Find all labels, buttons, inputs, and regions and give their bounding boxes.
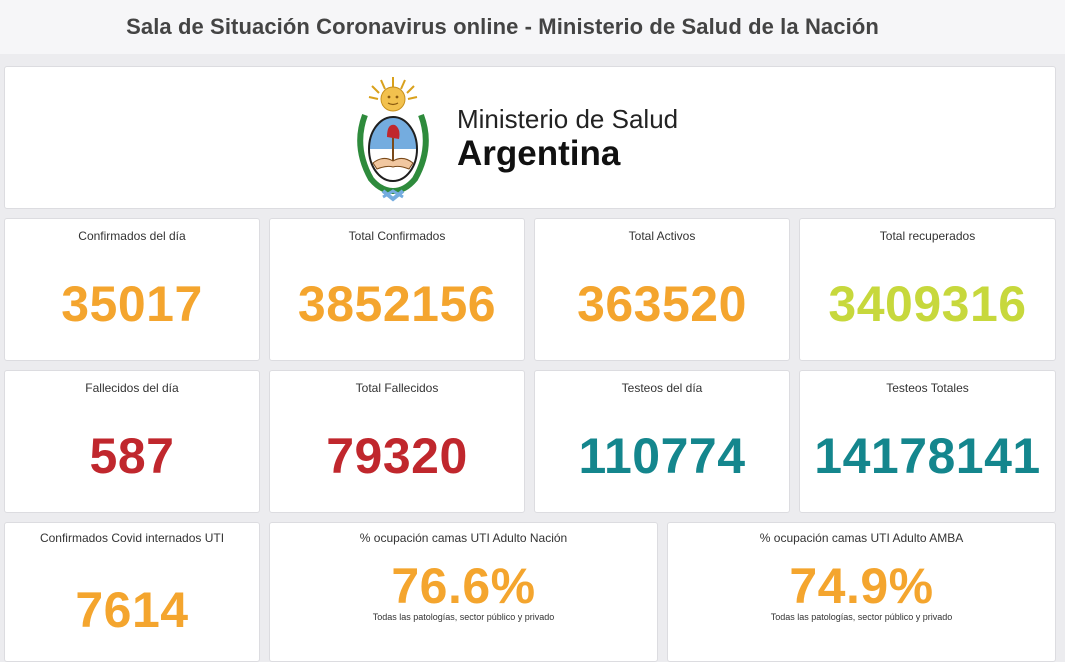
stat-value: 79320 bbox=[326, 428, 468, 484]
stat-card-total-recuperados: Total recuperados 3409316 bbox=[799, 218, 1056, 361]
stat-label: Testeos Totales bbox=[886, 381, 969, 395]
stat-value: 587 bbox=[89, 428, 175, 484]
stat-card-total-fallecidos: Total Fallecidos 79320 bbox=[269, 370, 525, 513]
stat-card-ocupacion-nacion: % ocupación camas UTI Adulto Nación 76.6… bbox=[269, 522, 658, 662]
stat-value: 3852156 bbox=[297, 276, 497, 332]
stat-label: % ocupación camas UTI Adulto AMBA bbox=[759, 531, 964, 545]
ministry-logo: Ministerio de Salud Argentina bbox=[351, 75, 678, 203]
stat-value: 363520 bbox=[577, 276, 747, 332]
stat-value: 74.9% bbox=[789, 558, 934, 614]
stat-card-testeos-totales: Testeos Totales 14178141 bbox=[799, 370, 1056, 513]
stat-card-confirmados-dia: Confirmados del día 35017 bbox=[4, 218, 260, 361]
stat-label: Total Fallecidos bbox=[355, 381, 439, 395]
stat-value: 14178141 bbox=[814, 428, 1041, 484]
coat-of-arms-icon bbox=[357, 77, 429, 202]
stat-label: % ocupación camas UTI Adulto Nación bbox=[359, 531, 568, 545]
stat-card-fallecidos-dia: Fallecidos del día 587 bbox=[4, 370, 260, 513]
stat-label: Total Confirmados bbox=[348, 229, 446, 243]
logo-title: Ministerio de Salud bbox=[457, 104, 679, 134]
stat-value: 3409316 bbox=[828, 276, 1027, 332]
stat-card-ocupacion-amba: % ocupación camas UTI Adulto AMBA 74.9% … bbox=[667, 522, 1056, 662]
page-title: Sala de Situación Coronavirus online - M… bbox=[126, 14, 879, 39]
logo-country: Argentina bbox=[457, 134, 621, 173]
stat-note: Todas las patologías, sector público y p… bbox=[372, 612, 555, 622]
logo-card: Ministerio de Salud Argentina bbox=[4, 66, 1056, 209]
stat-note: Todas las patologías, sector público y p… bbox=[770, 612, 953, 622]
stat-value: 7614 bbox=[75, 582, 189, 638]
stat-value: 35017 bbox=[61, 276, 203, 332]
stat-card-internados-uti: Confirmados Covid internados UTI 7614 bbox=[4, 522, 260, 662]
page-header: Sala de Situación Coronavirus online - M… bbox=[0, 0, 1065, 54]
stat-label: Fallecidos del día bbox=[85, 381, 179, 395]
stat-value: 76.6% bbox=[391, 558, 536, 614]
stat-label: Confirmados Covid internados UTI bbox=[39, 531, 225, 545]
stat-card-total-confirmados: Total Confirmados 3852156 bbox=[269, 218, 525, 361]
stat-card-total-activos: Total Activos 363520 bbox=[534, 218, 790, 361]
stat-label: Confirmados del día bbox=[78, 229, 186, 243]
stat-label: Testeos del día bbox=[621, 381, 703, 395]
stat-label: Total Activos bbox=[628, 229, 696, 243]
stat-label: Total recuperados bbox=[879, 229, 976, 243]
stat-card-testeos-dia: Testeos del día 110774 bbox=[534, 370, 790, 513]
stat-value: 110774 bbox=[578, 428, 746, 484]
